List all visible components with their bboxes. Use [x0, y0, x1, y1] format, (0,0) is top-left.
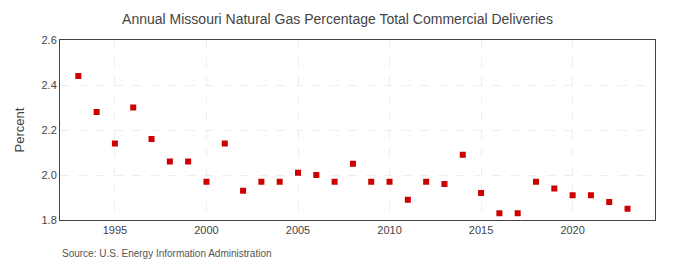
- svg-text:2.6: 2.6: [42, 34, 57, 46]
- svg-text:2015: 2015: [469, 224, 493, 236]
- svg-text:2.0: 2.0: [42, 169, 57, 181]
- svg-text:2.4: 2.4: [42, 79, 57, 91]
- svg-text:2.2: 2.2: [42, 124, 57, 136]
- svg-text:Annual Missouri Natural Gas Pe: Annual Missouri Natural Gas Percentage T…: [122, 11, 553, 27]
- svg-text:1995: 1995: [103, 224, 127, 236]
- svg-text:2005: 2005: [286, 224, 310, 236]
- svg-text:1.8: 1.8: [42, 214, 57, 226]
- svg-text:Source: U.S. Energy Informatio: Source: U.S. Energy Information Administ…: [62, 248, 272, 259]
- svg-text:2010: 2010: [377, 224, 401, 236]
- svg-text:2000: 2000: [194, 224, 218, 236]
- svg-text:Percent: Percent: [12, 107, 27, 152]
- svg-text:2020: 2020: [560, 224, 584, 236]
